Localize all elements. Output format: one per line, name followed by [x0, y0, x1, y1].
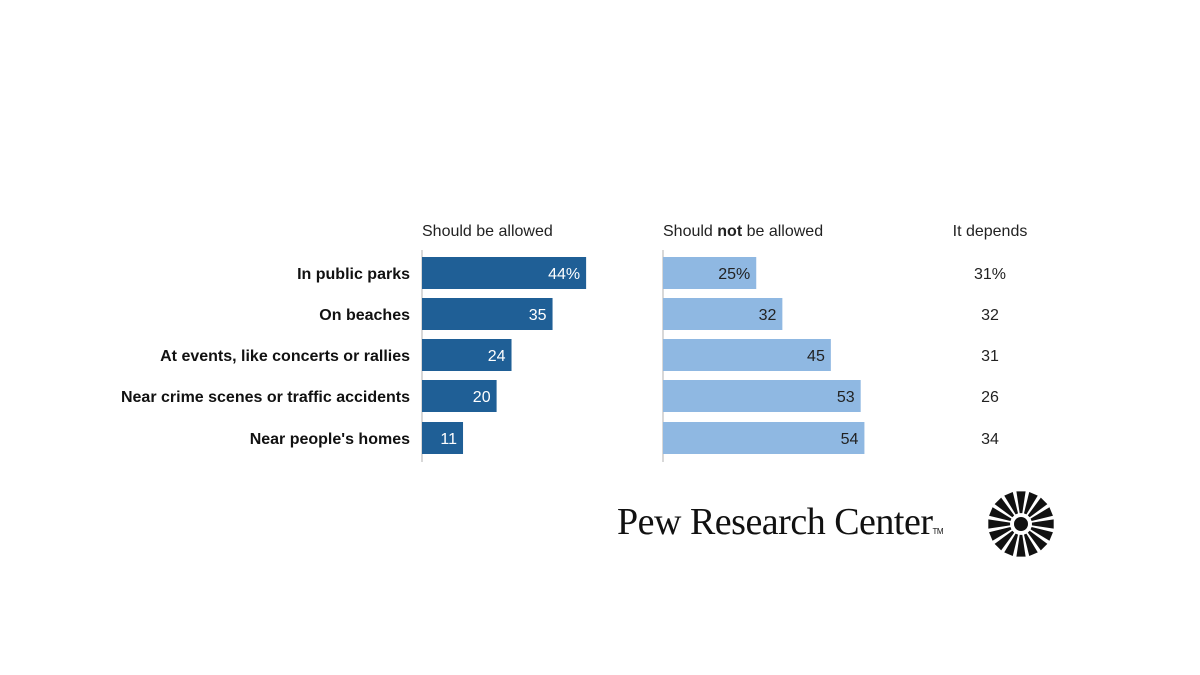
- logo-ray: [1030, 507, 1053, 522]
- logo-ray: [988, 519, 1011, 529]
- logo-center: [1014, 517, 1028, 531]
- data-label: 11: [440, 431, 457, 448]
- pew-logo: Pew Research CenterTM: [617, 500, 944, 544]
- logo-ray: [1016, 491, 1026, 514]
- logo-ray: [1016, 534, 1026, 557]
- logo-ray: [1027, 530, 1048, 551]
- data-label: 32: [759, 307, 777, 324]
- category-label: Near people's homes: [250, 431, 410, 448]
- series-header: It depends: [953, 223, 1028, 240]
- bar: [422, 380, 497, 412]
- data-label: 45: [807, 348, 825, 365]
- data-label: 32: [981, 307, 999, 324]
- bar: [663, 298, 783, 330]
- logo-ray: [989, 526, 1012, 541]
- data-label: 26: [981, 389, 999, 406]
- category-label: Near crime scenes or traffic accidents: [121, 389, 410, 406]
- data-label: 31%: [974, 266, 1006, 283]
- bar: [663, 422, 865, 454]
- logo-ray: [1004, 533, 1019, 556]
- pew-sunburst-logo-icon: [988, 491, 1054, 557]
- bar: [422, 298, 553, 330]
- logo-ray: [1023, 492, 1038, 515]
- category-label: In public parks: [297, 266, 410, 283]
- data-label: 31: [981, 348, 999, 365]
- bar: [422, 257, 587, 289]
- data-label: 53: [837, 389, 855, 406]
- bar: [663, 339, 831, 371]
- bar: [422, 339, 512, 371]
- logo-ray: [1030, 526, 1053, 541]
- bar: [663, 380, 861, 412]
- series-header-part: not: [717, 223, 743, 240]
- data-label: 25%: [718, 266, 750, 283]
- logo-ray: [994, 497, 1015, 518]
- data-label: 44%: [548, 266, 580, 283]
- category-label: At events, like concerts or rallies: [160, 348, 410, 365]
- bar: [663, 257, 757, 289]
- series-header-part: It depends: [953, 223, 1028, 240]
- series-header-part: be allowed: [742, 223, 823, 240]
- series-header: Should not be allowed: [663, 223, 823, 240]
- category-label: On beaches: [319, 307, 410, 324]
- data-label: 54: [841, 431, 859, 448]
- data-label: 34: [981, 431, 999, 448]
- series-header: Should be allowed: [422, 223, 553, 240]
- series-header-part: Should be allowed: [422, 223, 553, 240]
- logo-ray: [1031, 519, 1054, 529]
- series-header-part: Should: [663, 223, 717, 240]
- data-label: 35: [529, 307, 547, 324]
- data-label: 24: [488, 348, 506, 365]
- logo-ray: [1004, 492, 1019, 515]
- logo-ray: [989, 507, 1012, 522]
- logo-ray: [1027, 497, 1048, 518]
- logo-ray: [1023, 533, 1038, 556]
- logo-tm: TM: [932, 527, 944, 536]
- logo-ray: [994, 530, 1015, 551]
- logo-text: Pew Research Center: [617, 501, 933, 543]
- data-label: 20: [473, 389, 491, 406]
- bar: [422, 422, 464, 454]
